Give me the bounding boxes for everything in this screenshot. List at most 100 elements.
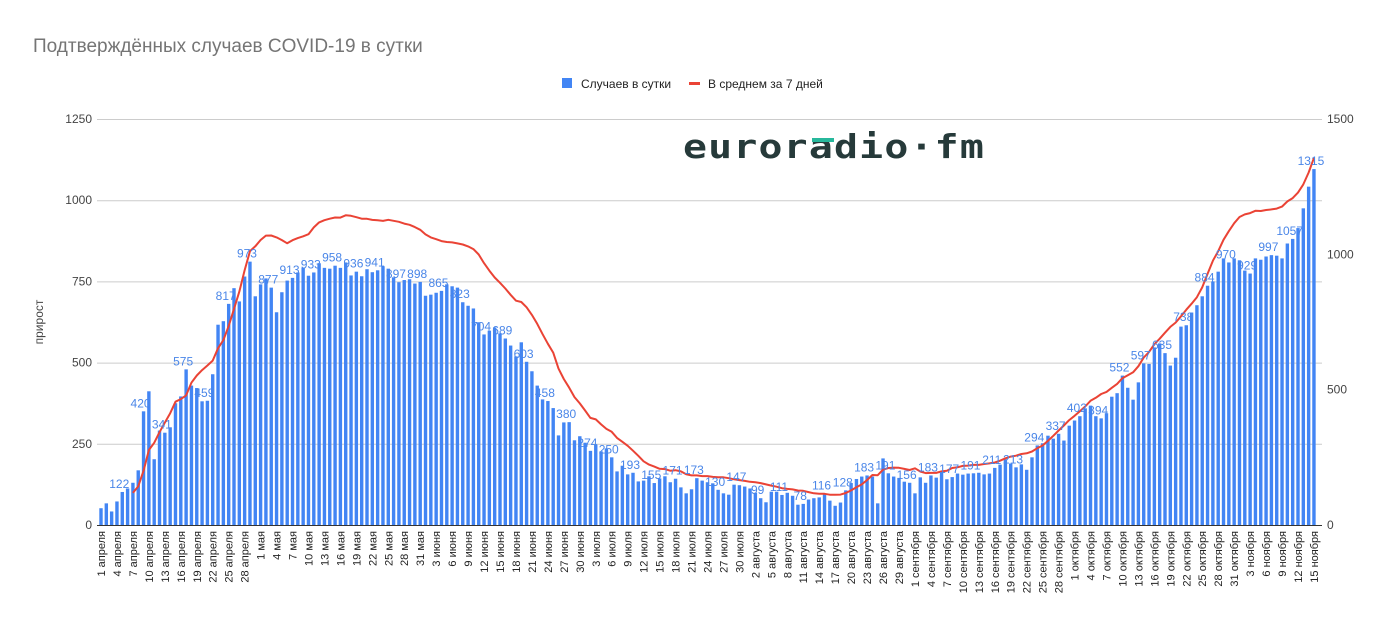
bar (312, 272, 316, 525)
data-label: 155 (641, 468, 661, 482)
bar (1173, 357, 1178, 525)
x-tick-label: 16 октября (1149, 531, 1161, 587)
x-tick-label: 25 октября (1197, 531, 1209, 587)
x-tick-label: 15 июня (495, 531, 507, 573)
x-tick-label: 9 ноября (1277, 531, 1289, 577)
data-label: 552 (1109, 361, 1129, 375)
x-tick-label: 25 мая (383, 531, 395, 566)
bar (184, 369, 188, 525)
bar (1126, 387, 1130, 525)
bar (1030, 457, 1034, 525)
x-tick-label: 1 мая (256, 531, 268, 560)
logo: euroradio·fm (683, 127, 984, 166)
bar (1110, 396, 1114, 525)
bar (375, 270, 380, 525)
bar (535, 385, 539, 525)
bar (402, 280, 406, 525)
bar (748, 488, 752, 525)
bar (1306, 186, 1311, 525)
bar (1259, 259, 1263, 525)
bar (1243, 270, 1247, 525)
bar (1136, 382, 1141, 525)
bar (604, 448, 609, 525)
data-label: 402 (1067, 401, 1087, 415)
data-label: 191 (875, 458, 895, 472)
x-tick-label: 10 октября (1117, 531, 1129, 587)
bar (1232, 258, 1236, 525)
x-tick-label: 4 октября (1086, 531, 1098, 581)
bar (727, 494, 731, 525)
x-tick-label: 12 ноября (1293, 531, 1305, 583)
x-tick-label: 29 августа (894, 530, 906, 584)
bar (354, 271, 359, 525)
data-label: 130 (705, 475, 725, 489)
data-label: 635 (1152, 338, 1172, 352)
bar (1019, 464, 1024, 525)
bar (955, 473, 960, 525)
x-tick-label: 25 сентября (1038, 531, 1050, 593)
x-tick-label: 7 апреля (128, 531, 140, 577)
bar (1264, 256, 1268, 525)
bar (668, 482, 672, 525)
x-tick-label: 7 мая (288, 531, 300, 560)
data-label: 177 (939, 462, 959, 476)
x-tick-label: 19 сентября (1006, 531, 1018, 593)
data-label: 941 (365, 255, 385, 269)
bar (237, 301, 242, 525)
legend-swatch-line (689, 82, 700, 85)
bar (434, 292, 438, 525)
bar (785, 492, 789, 525)
data-label: 337 (1046, 419, 1066, 433)
bar (1179, 326, 1183, 525)
bar (897, 477, 901, 525)
bar (923, 482, 928, 525)
bar (290, 277, 295, 525)
bar (987, 473, 992, 525)
x-tick-label: 7 сентября (942, 531, 954, 587)
bar (1062, 440, 1066, 525)
bar (317, 263, 321, 525)
bar (993, 467, 997, 525)
x-tick-label: 10 апреля (144, 531, 156, 583)
bar (466, 305, 470, 525)
x-axis-labels: 1 апреля 4 апреля 7 апреля 10 апреля 13 апре… (96, 530, 1321, 593)
bar (221, 321, 226, 525)
x-tick-label: 18 июля (671, 531, 683, 573)
bar (120, 491, 124, 525)
bar (817, 497, 821, 525)
data-label: 380 (556, 407, 576, 421)
x-tick-label: 27 июля (718, 531, 730, 573)
data-label: 973 (237, 247, 257, 261)
bar (822, 493, 827, 525)
x-tick-label: 9 июня (463, 531, 475, 567)
bar (258, 284, 263, 525)
data-label: 1315 (1298, 154, 1325, 168)
x-tick-label: 11 августа (798, 530, 810, 583)
bar (945, 479, 949, 525)
bar (99, 508, 103, 525)
y-axis-labels: 0 250 500 750 1000 1250 0 500 1000 1500 (65, 112, 1354, 532)
bar (599, 451, 603, 525)
bar (1046, 435, 1050, 525)
bar (876, 503, 880, 525)
x-tick-label: 26 августа (878, 530, 890, 584)
bar (1290, 238, 1295, 525)
bar (1211, 281, 1215, 525)
bar (998, 464, 1002, 525)
bar (1195, 305, 1199, 525)
data-label: 970 (1216, 247, 1236, 261)
bar (689, 489, 694, 525)
bar (929, 475, 933, 525)
bar (546, 401, 550, 525)
x-tick-label: 20 августа (846, 530, 858, 584)
bar (370, 272, 375, 525)
bar (125, 488, 130, 525)
bar (652, 483, 656, 525)
bar (205, 400, 210, 525)
x-tick-label: 24 июня (543, 531, 555, 573)
bar (663, 476, 667, 525)
bar (1014, 467, 1018, 525)
x-tick-label: 28 мая (399, 531, 411, 566)
bar (636, 481, 641, 525)
bar (700, 480, 704, 525)
